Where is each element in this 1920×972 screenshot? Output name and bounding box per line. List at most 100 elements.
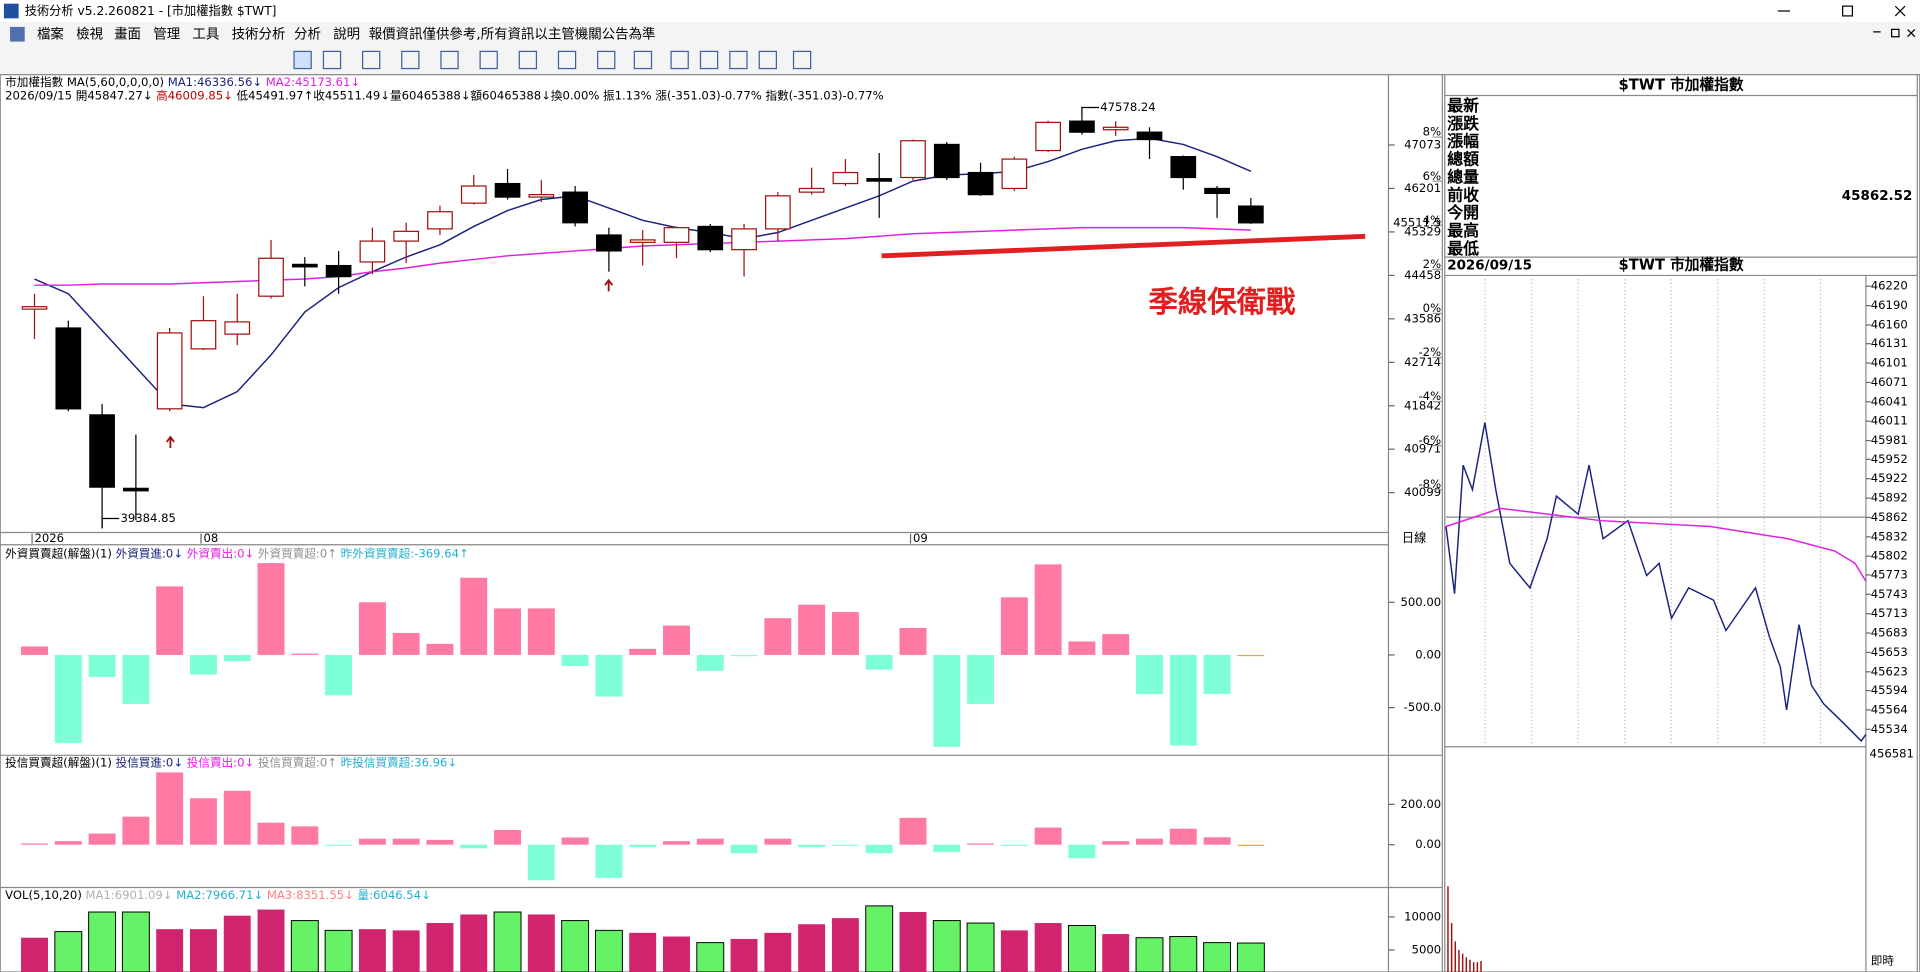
header-item: 2026/09/15 開45847.27↓: [5, 88, 152, 102]
y2-tick-label: 8%: [1423, 125, 1441, 139]
restore-button[interactable]: [1842, 5, 1854, 17]
candle-body: [89, 414, 115, 488]
volume-bar: [460, 914, 488, 972]
tool-button[interactable]: [597, 50, 616, 70]
tool-button[interactable]: [729, 50, 748, 70]
bar: [257, 822, 285, 845]
bar: [899, 817, 927, 845]
menu-item[interactable]: 工具: [192, 27, 219, 42]
header-item: MA1:6901.09↓: [86, 887, 173, 901]
tool-button[interactable]: [699, 50, 719, 70]
tool-button[interactable]: [792, 50, 812, 70]
volume-bar: [189, 929, 217, 972]
ma-line: [34, 137, 1252, 409]
candle-body: [291, 263, 318, 268]
bar: [730, 844, 758, 854]
intraday-volume-bar: [1469, 959, 1471, 972]
candle-body: [731, 228, 757, 251]
y-tick-label: 46160: [1871, 317, 1908, 331]
panel-header: 投信買賣超(解盤)(1) 投信買進:0↓ 投信賣出:0↓ 投信買賣超:0↑ 昨投信買賣超…: [5, 755, 457, 769]
intraday-line: [1445, 507, 1867, 582]
volume-bar: [594, 929, 623, 972]
leader: [1081, 106, 1100, 120]
tool-button[interactable]: [518, 50, 538, 70]
candle-body: [629, 239, 656, 243]
y-tick-label: 0.00: [1415, 837, 1441, 851]
bar: [764, 838, 792, 845]
info-label: 今開: [1446, 203, 1479, 222]
bar: [494, 608, 522, 655]
candle-body: [224, 321, 251, 335]
header-item: 昨投信買賣超:36.96↓: [341, 755, 458, 769]
tool-button[interactable]: [670, 50, 689, 70]
volume-bar: [831, 918, 859, 972]
bar: [1203, 654, 1231, 694]
intraday-volume-bar: [1450, 923, 1453, 972]
bar: [122, 654, 150, 704]
tool-button[interactable]: [440, 50, 459, 70]
info-label: 總量: [1447, 167, 1479, 186]
menu-item[interactable]: 管理: [153, 26, 180, 42]
header-item: 外資買賣超(解盤)(1): [5, 546, 112, 560]
tool-button[interactable]: [758, 50, 777, 70]
y-tick-label: 45683: [1871, 626, 1908, 640]
tool-button[interactable]: [361, 50, 381, 70]
y-tick-label: 45564: [1871, 702, 1908, 716]
bar: [696, 838, 724, 845]
menu-item[interactable]: 檢視: [76, 25, 103, 42]
child-window-controls[interactable]: [1873, 28, 1916, 38]
menu-item[interactable]: 說明: [333, 25, 360, 42]
tool-button[interactable]: [293, 50, 312, 70]
notice: 報價資訊僅供參考,所有資訊以主管機關公告為準: [369, 26, 656, 42]
menu-item[interactable]: 分析: [294, 26, 321, 42]
tool-button[interactable]: [633, 50, 653, 70]
doc-icon: [10, 26, 25, 42]
volume-bar: [1203, 942, 1232, 972]
bar: [156, 772, 184, 845]
mode-label: 即時: [1871, 953, 1895, 967]
candle-body: [55, 327, 82, 410]
header-item: 昨外資買賣超:-369.64↑: [341, 546, 469, 560]
bar: [967, 843, 995, 845]
y-tick-label: 41842: [1404, 398, 1441, 412]
bar: [1169, 828, 1197, 845]
volume-bar: [663, 936, 690, 972]
y-tick-label: 46201: [1404, 181, 1441, 195]
tool-button[interactable]: [479, 50, 498, 70]
menu-item[interactable]: 畫面: [114, 26, 141, 42]
bar: [1068, 641, 1096, 655]
bar: [561, 837, 589, 845]
header-item: MA1:46336.56↓: [168, 75, 262, 89]
y-tick-label: 46071: [1871, 375, 1908, 389]
volume-bar: [88, 911, 117, 972]
tool-button[interactable]: [322, 50, 342, 70]
volume-bar: [358, 929, 386, 972]
candle-body: [1035, 121, 1061, 152]
close-button[interactable]: [1894, 5, 1906, 17]
bar: [595, 654, 623, 697]
volume-bar: [21, 937, 48, 972]
menu-item[interactable]: 檔案: [37, 25, 64, 42]
info-value: 45862.52: [1842, 189, 1913, 204]
y-tick-label: 42714: [1404, 355, 1441, 369]
right-panel-borders: [1444, 94, 1918, 972]
panel-header: 2026/09/15 開45847.27↓ 高46009.85↓ 低45491.97…: [5, 88, 884, 102]
bar: [1000, 844, 1028, 846]
volume-bar: [1169, 936, 1198, 972]
header-item: MA2:7966.71↓: [176, 887, 263, 901]
y-tick-label: 44458: [1404, 268, 1441, 282]
intraday-volume-bar: [1480, 960, 1482, 972]
bar: [21, 646, 48, 655]
intraday-volume-bar: [1447, 886, 1449, 972]
bar: [392, 838, 420, 845]
tool-button[interactable]: [401, 50, 420, 70]
tool-button[interactable]: [557, 50, 577, 70]
y-tick-label: 45862: [1871, 510, 1908, 524]
y-tick-label: 45713: [1871, 606, 1908, 620]
header-item: 量:6046.54↓: [358, 887, 431, 901]
menu: 檔案 檢視 畫面 管理 工具 技術分析 分析 說明: [37, 25, 360, 42]
menu-bar: [0, 22, 1920, 47]
menu-item[interactable]: 技術分析: [232, 26, 286, 42]
volume-bar: [324, 929, 353, 972]
candle-body: [1204, 187, 1230, 195]
